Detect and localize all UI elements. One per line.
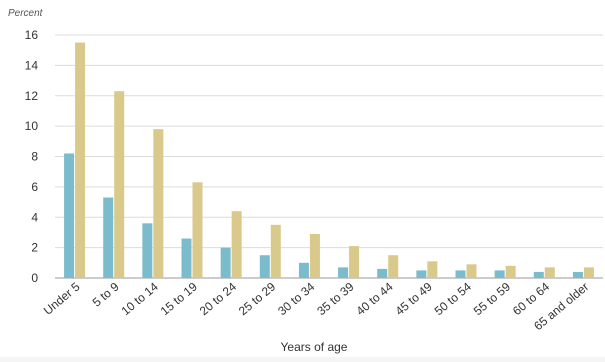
bar-series2-60-to-64 bbox=[544, 267, 555, 278]
bar-series1-20-to-24 bbox=[220, 247, 231, 278]
y-tick-label: 4 bbox=[31, 210, 38, 224]
y-tick-label: 8 bbox=[31, 150, 38, 164]
bar-series1-65-and-older bbox=[572, 271, 583, 278]
y-tick-label: 16 bbox=[25, 28, 39, 42]
x-tick-label: Under 5 bbox=[41, 279, 83, 317]
x-tick-label: 40 to 44 bbox=[353, 279, 395, 318]
bar-series1-30-to-34 bbox=[298, 262, 309, 278]
y-axis-title: Percent bbox=[8, 8, 44, 19]
x-tick-label: 45 to 49 bbox=[393, 279, 435, 318]
bar-series2-45-to-49 bbox=[427, 261, 438, 278]
bar-series2-10-to-14 bbox=[153, 129, 164, 278]
y-tick-label: 10 bbox=[25, 119, 39, 133]
x-tick-label: 35 to 39 bbox=[314, 279, 356, 318]
bar-series1-25-to-29 bbox=[259, 255, 270, 278]
x-tick-label: 15 to 19 bbox=[158, 279, 200, 318]
bar-series2-50-to-54 bbox=[466, 264, 477, 278]
bar-series1-45-to-49 bbox=[416, 270, 427, 278]
bar-series1-10-to-14 bbox=[142, 223, 153, 278]
x-tick-label: 55 to 59 bbox=[471, 279, 513, 318]
bar-series2-15-to-19 bbox=[192, 182, 203, 278]
x-tick-label: 25 to 29 bbox=[236, 279, 278, 318]
x-tick-label: 5 to 9 bbox=[90, 279, 122, 309]
bar-series2-40-to-44 bbox=[388, 255, 399, 278]
x-tick-label: 20 to 24 bbox=[197, 279, 239, 318]
bar-series2-65-and-older bbox=[583, 267, 594, 278]
x-tick-label: 30 to 34 bbox=[275, 279, 317, 318]
y-tick-label: 2 bbox=[31, 241, 38, 255]
x-tick-label: 50 to 54 bbox=[432, 279, 474, 318]
bar-series2-35-to-39 bbox=[349, 246, 360, 278]
bar-series2-25-to-29 bbox=[270, 224, 281, 278]
bar-series2-30-to-34 bbox=[309, 233, 320, 278]
y-tick-label: 14 bbox=[25, 58, 39, 72]
bar-series2-5-to-9 bbox=[114, 91, 125, 278]
y-tick-label: 12 bbox=[25, 89, 39, 103]
y-tick-label: 0 bbox=[31, 271, 38, 285]
bar-series1-50-to-54 bbox=[455, 270, 466, 278]
y-tick-label: 6 bbox=[31, 180, 38, 194]
bar-series1-5-to-9 bbox=[103, 197, 114, 278]
x-axis-title: Years of age bbox=[281, 340, 348, 354]
bar-series2-under-5 bbox=[75, 42, 86, 278]
bar-series1-60-to-64 bbox=[533, 271, 544, 278]
x-tick-label: 10 to 14 bbox=[119, 279, 161, 318]
bar-series1-35-to-39 bbox=[338, 267, 349, 278]
bar-series1-40-to-44 bbox=[377, 268, 388, 278]
bar-series2-55-to-59 bbox=[505, 265, 516, 278]
bar-series1-15-to-19 bbox=[181, 238, 192, 278]
bar-series2-20-to-24 bbox=[231, 211, 242, 278]
bar-series1-under-5 bbox=[64, 153, 75, 278]
bar-series1-55-to-59 bbox=[494, 270, 505, 278]
